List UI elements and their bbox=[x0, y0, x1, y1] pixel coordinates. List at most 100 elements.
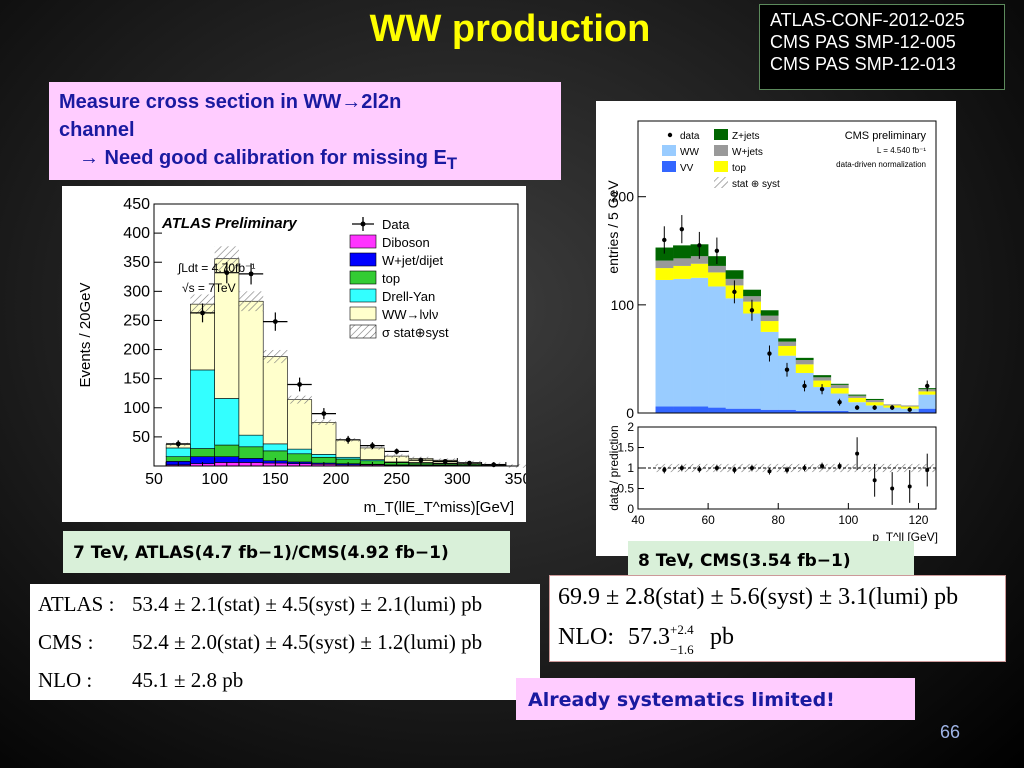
cms-bar-zjets bbox=[830, 383, 849, 385]
cms-bar-top bbox=[655, 268, 674, 280]
cms-bar-top bbox=[918, 391, 937, 395]
cms-legend-swatch bbox=[662, 145, 676, 156]
atlas-data-point bbox=[248, 271, 254, 277]
cms-data-point bbox=[889, 405, 895, 410]
reference-cms-1: CMS PAS SMP-12-005 bbox=[770, 32, 956, 52]
cms-legend-label: top bbox=[732, 163, 746, 174]
atlas-uncertainty-band bbox=[263, 349, 288, 364]
atlas-xtick-label: 100 bbox=[201, 471, 228, 488]
cms-bar-vv bbox=[673, 406, 691, 413]
cms-ratio-point bbox=[837, 463, 842, 468]
cms-frame bbox=[637, 120, 937, 414]
cms-ratio-ytick-label: 0 bbox=[627, 502, 634, 516]
atlas-legend-label: Data bbox=[382, 217, 410, 232]
atlas-data-point bbox=[321, 411, 327, 416]
cms-legend-swatch bbox=[714, 145, 728, 156]
result-8tev-nlo-up: +2.4 bbox=[670, 622, 694, 637]
cms-bar-wjets bbox=[778, 341, 797, 346]
result-row-atlas: ATLAS : 53.4 ± 2.1(stat) ± 4.5(syst) ± 2.… bbox=[38, 592, 482, 617]
measurement-note: Measure cross section in WW→2l2n channel… bbox=[49, 82, 561, 180]
atlas-bar-wwll bbox=[311, 422, 337, 455]
atlas-legend-swatch bbox=[349, 288, 377, 303]
cms-data-point bbox=[679, 226, 685, 232]
atlas-data-point bbox=[175, 441, 181, 447]
cms-ratio-ytick-label: 2 bbox=[627, 420, 634, 434]
atlas-plot-panel: 50 100 150 200 250 300 350 50 100 150 200 250 300 350… bbox=[62, 186, 531, 522]
cms-bar-vv bbox=[690, 406, 709, 413]
cms-bar-zjets bbox=[848, 394, 867, 396]
cms-bar-zjets bbox=[760, 310, 779, 316]
atlas-legend-label: σ stat⊕syst bbox=[382, 325, 449, 340]
measurement-line-3-subscript: T bbox=[446, 154, 458, 173]
cms-ratio-point bbox=[925, 468, 930, 473]
cms-bar-zjets bbox=[673, 245, 691, 259]
slide-title: WW production bbox=[369, 8, 651, 50]
cms-bar-ww bbox=[795, 372, 814, 411]
cms-bar-vv bbox=[865, 411, 884, 413]
cms-bar-ww bbox=[708, 286, 726, 408]
cms-legend-label: W+jets bbox=[732, 147, 763, 158]
atlas-bar-top bbox=[165, 456, 191, 462]
atlas-ylabel: Events / 20GeV bbox=[77, 282, 94, 387]
cms-legend-label: data bbox=[680, 131, 700, 142]
atlas-legend-label: top bbox=[382, 271, 400, 286]
atlas-bar-drellyan bbox=[190, 369, 215, 449]
cms-data-point bbox=[837, 399, 842, 405]
cms-ratio-point bbox=[855, 451, 860, 456]
cms-ratio-ytick-label: 0.5 bbox=[617, 482, 634, 496]
cms-xtick-label: 40 bbox=[631, 513, 645, 527]
cms-ytick-label: 100 bbox=[611, 297, 635, 313]
cms-xtick-label: 120 bbox=[908, 513, 928, 527]
atlas-bar-drellyan bbox=[311, 454, 337, 458]
atlas-bar-wjetdijet bbox=[214, 456, 240, 463]
cms-legend-label: VV bbox=[680, 163, 694, 174]
cms-ratio-ytick-label: 1.5 bbox=[617, 441, 634, 455]
cms-legend-swatch bbox=[714, 177, 728, 188]
atlas-bar-top bbox=[214, 444, 240, 457]
cms-bar-wjets bbox=[813, 377, 832, 381]
cms-bar-top bbox=[813, 380, 832, 388]
cms-plot-panel: 0 0.5 1 1.5 2 data / prediction 40 60 80 100 120 p_… bbox=[596, 101, 956, 556]
cms-legend-swatch bbox=[714, 161, 728, 172]
atlas-data-point bbox=[418, 457, 424, 463]
atlas-uncertainty-band bbox=[384, 454, 409, 458]
atlas-data-point bbox=[442, 458, 448, 464]
atlas-energy-annotation: √s = 7TeV bbox=[182, 281, 236, 295]
cms-xtick-label: 80 bbox=[772, 513, 786, 527]
atlas-xlabel: m_T(llE_T^miss)[GeV] bbox=[364, 499, 514, 516]
atlas-ytick-label: 150 bbox=[123, 371, 150, 388]
cms-ytick-label: 200 bbox=[611, 189, 635, 205]
conclusion-banner: Already systematics limited! bbox=[516, 678, 915, 720]
atlas-xtick-label: 150 bbox=[262, 471, 289, 488]
result-value-nlo: 45.1 ± 2.8 pb bbox=[132, 668, 244, 692]
atlas-bar-top bbox=[238, 446, 264, 459]
atlas-xtick-label: 250 bbox=[383, 471, 410, 488]
result-8tev-nlo-label: NLO: bbox=[558, 624, 614, 650]
result-label-atlas: ATLAS : bbox=[38, 592, 115, 616]
atlas-bar-drellyan bbox=[214, 398, 240, 446]
cms-bar-wjets bbox=[830, 384, 849, 389]
cms-bar-ww bbox=[673, 278, 691, 407]
atlas-bar-drellyan bbox=[262, 443, 288, 452]
cms-bar-wjets bbox=[655, 260, 674, 269]
cms-data-point bbox=[749, 308, 755, 313]
cms-data-point bbox=[662, 237, 667, 243]
atlas-ytick-label: 400 bbox=[123, 225, 150, 242]
atlas-legend-swatch bbox=[349, 234, 377, 249]
cms-bar-zjets bbox=[813, 375, 832, 378]
label-7tev: 7 TeV, ATLAS(4.7 fb−1)/CMS(4.92 fb−1) bbox=[63, 531, 510, 573]
cms-ratio-ytick-label: 1 bbox=[627, 461, 634, 475]
cms-bar-ww bbox=[655, 279, 674, 407]
atlas-data-point bbox=[370, 443, 375, 449]
cms-bar-vv bbox=[708, 407, 726, 413]
cms-bar-ww bbox=[760, 331, 779, 410]
atlas-ytick-label: 50 bbox=[132, 429, 150, 446]
atlas-chart-title: ATLAS Preliminary bbox=[161, 215, 297, 232]
atlas-lumi-annotation: ∫Ldt = 4.70fb⁻¹ bbox=[177, 261, 255, 275]
cms-bar-zjets bbox=[725, 270, 744, 279]
cms-data-point bbox=[767, 351, 772, 356]
atlas-bar-top bbox=[287, 453, 313, 463]
cms-data-point bbox=[872, 405, 877, 410]
cms-data-point bbox=[925, 383, 930, 389]
atlas-legend-swatch bbox=[349, 306, 377, 321]
